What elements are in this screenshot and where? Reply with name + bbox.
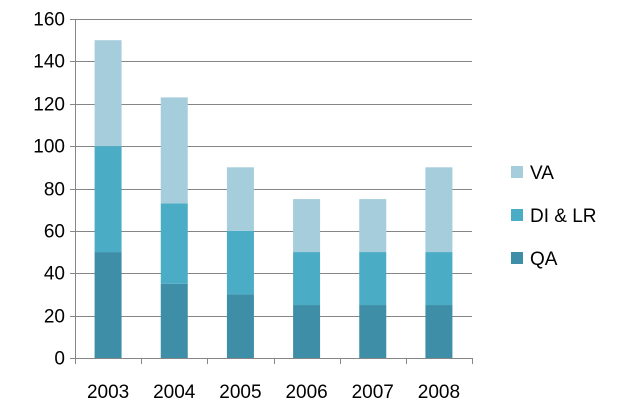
y-tick-label-0: 0 [54, 349, 65, 370]
axes [70, 19, 473, 364]
legend-label-di-lr: DI & LR [530, 206, 597, 227]
legend-swatch-qa [511, 252, 523, 264]
y-tick-label-80: 80 [44, 180, 65, 201]
bar-2006-qa [293, 305, 321, 358]
legend: VA DI & LR QA [511, 163, 597, 270]
bar-2004-qa [160, 283, 188, 358]
bar-2004-di-lr [160, 203, 188, 284]
bar-2005-di-lr [226, 230, 254, 295]
bar-2005-va [226, 167, 254, 231]
bars [94, 40, 453, 358]
gridlines [75, 19, 472, 317]
y-tick-label-160: 160 [33, 10, 65, 31]
legend-swatch-di-lr [511, 209, 523, 221]
y-tick-label-100: 100 [33, 137, 65, 158]
bar-2003-di-lr [94, 146, 122, 253]
x-tick-label-2007: 2007 [352, 382, 394, 403]
y-tick-label-20: 20 [44, 307, 65, 328]
bar-2006-di-lr [293, 252, 321, 306]
bar-2008-qa [425, 305, 453, 358]
x-tick-label-2006: 2006 [285, 382, 327, 403]
bar-2003-qa [94, 252, 122, 358]
bar-2006-va [293, 199, 321, 253]
x-tick-labels: 2003 2004 2005 2006 2007 2008 [87, 382, 460, 403]
x-tick-label-2004: 2004 [153, 382, 196, 403]
bar-2007-di-lr [359, 252, 387, 306]
legend-swatch-va [511, 166, 523, 178]
y-tick-label-60: 60 [44, 222, 65, 243]
y-tick-label-120: 120 [33, 95, 65, 116]
y-tick-labels: 0 20 40 60 80 100 120 140 160 [33, 10, 65, 370]
x-tick-label-2008: 2008 [418, 382, 460, 403]
x-tick-label-2005: 2005 [219, 382, 261, 403]
bar-2007-qa [359, 305, 387, 358]
x-tick-label-2003: 2003 [87, 382, 129, 403]
bar-2008-va [425, 167, 453, 253]
legend-label-qa: QA [530, 249, 558, 270]
bar-2008-di-lr [425, 252, 453, 306]
bar-2004-va [160, 97, 188, 204]
bar-2007-va [359, 199, 387, 253]
legend-label-va: VA [530, 163, 554, 184]
y-tick-label-140: 140 [33, 52, 65, 73]
bar-2005-qa [226, 294, 254, 358]
bar-2003-va [94, 40, 122, 147]
y-tick-label-40: 40 [44, 264, 65, 285]
